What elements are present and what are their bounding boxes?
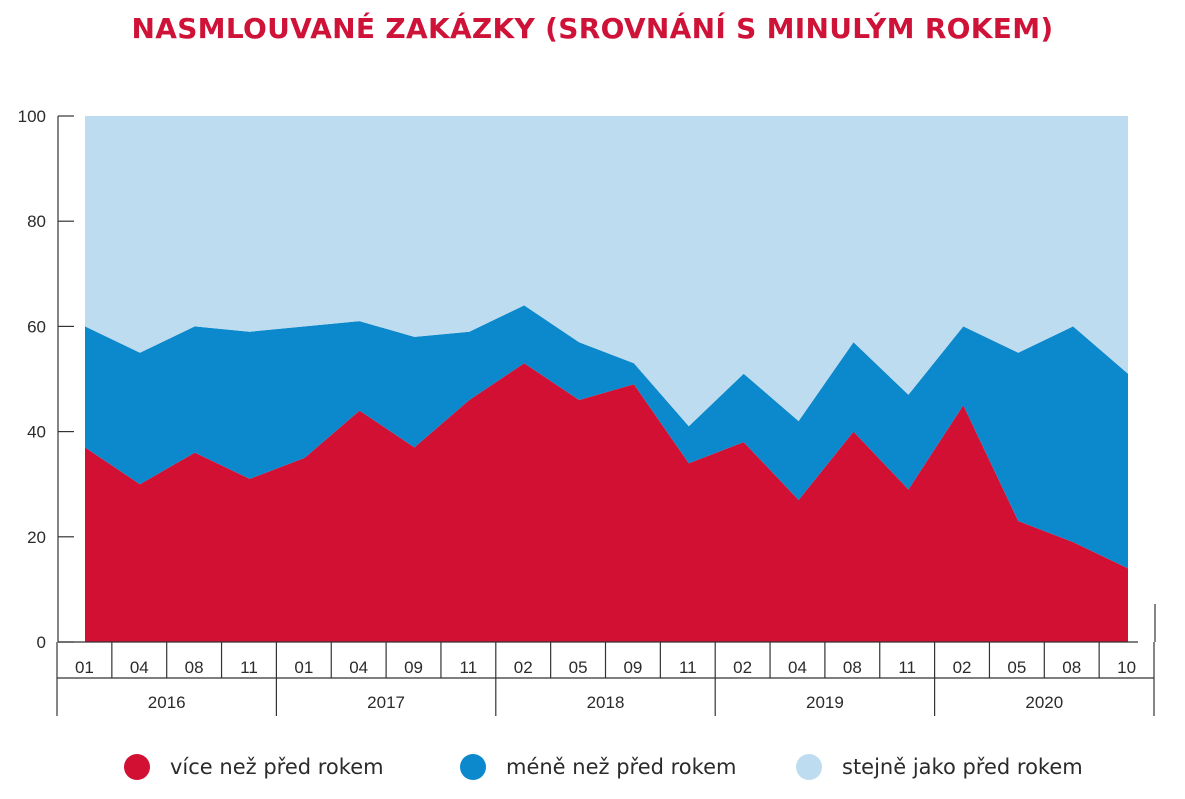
x-tick-label: 04 xyxy=(788,658,807,677)
x-tick-label: 08 xyxy=(185,658,204,677)
y-tick-label: 60 xyxy=(27,317,46,336)
x-tick-label: 11 xyxy=(898,658,916,677)
legend-label-vice: více než před rokem xyxy=(170,755,384,779)
year-label: 2020 xyxy=(1025,693,1063,712)
area-series-2 xyxy=(85,305,1128,569)
legend-item-mene: méně než před rokem xyxy=(460,754,736,780)
x-tick-label: 09 xyxy=(623,658,642,677)
legend-label-stejne: stejně jako před rokem xyxy=(842,755,1083,779)
legend-swatch-mene xyxy=(460,754,486,780)
y-tick-label: 40 xyxy=(27,423,46,442)
x-tick-label: 01 xyxy=(75,658,94,677)
x-tick-label: 10 xyxy=(1117,658,1136,677)
x-tick-label: 05 xyxy=(1007,658,1026,677)
y-tick-label: 100 xyxy=(18,107,46,126)
legend: více než před rokem méně než před rokem … xyxy=(0,754,1185,788)
x-tick-label: 04 xyxy=(130,658,149,677)
area-layers xyxy=(85,116,1128,642)
x-tick-label: 11 xyxy=(460,658,478,677)
x-tick-label: 05 xyxy=(569,658,588,677)
area-series-3 xyxy=(85,116,1128,427)
x-tick-label: 11 xyxy=(240,658,258,677)
y-tick-label: 20 xyxy=(27,528,46,547)
x-tick-label: 02 xyxy=(514,658,533,677)
x-tick-label: 02 xyxy=(953,658,972,677)
x-tick-label: 08 xyxy=(843,658,862,677)
chart-title: NASMLOUVANÉ ZAKÁZKY (SROVNÁNÍ S MINULÝM … xyxy=(131,12,1054,45)
x-tick-label: 01 xyxy=(294,658,313,677)
legend-swatch-stejne xyxy=(796,754,822,780)
x-tick-label: 02 xyxy=(733,658,752,677)
y-tick-label: 80 xyxy=(27,212,46,231)
year-label: 2016 xyxy=(148,693,186,712)
x-tick-label: 04 xyxy=(349,658,368,677)
year-label: 2018 xyxy=(587,693,625,712)
x-tick-label: 08 xyxy=(1062,658,1081,677)
x-tick-label: 09 xyxy=(404,658,423,677)
legend-swatch-vice xyxy=(124,754,150,780)
legend-item-stejne: stejně jako před rokem xyxy=(796,754,1083,780)
year-label: 2019 xyxy=(806,693,844,712)
y-tick-label: 0 xyxy=(37,633,46,652)
year-label: 2017 xyxy=(367,693,405,712)
legend-label-mene: méně než před rokem xyxy=(506,755,737,779)
legend-item-vice: více než před rokem xyxy=(124,754,384,780)
x-tick-label: 11 xyxy=(679,658,697,677)
area-series-1 xyxy=(85,363,1128,642)
